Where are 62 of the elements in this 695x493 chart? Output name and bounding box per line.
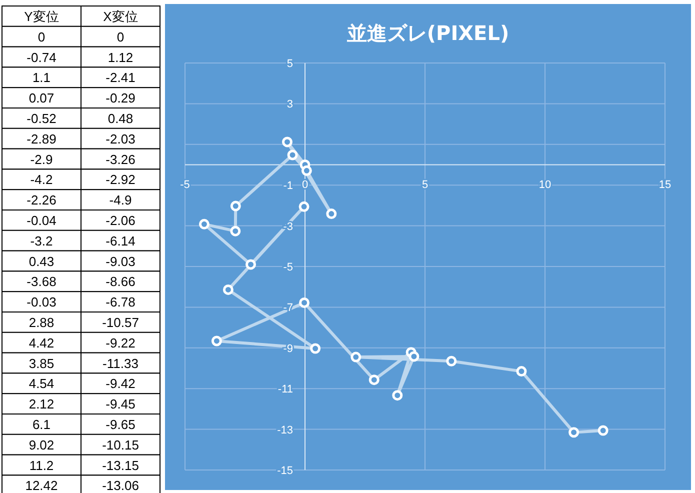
text: 3.85 [28, 356, 54, 371]
y-tick-label: 3 [286, 98, 293, 111]
text: -4.9 [109, 192, 132, 208]
text: 12.42 [25, 478, 58, 493]
text: -2.9 [30, 152, 53, 167]
y-tick-label: -1 [283, 180, 293, 192]
x-tick-label: -5 [180, 178, 190, 191]
text: -13.06 [102, 478, 139, 493]
text: -6.14 [106, 233, 136, 248]
text: -9.42 [106, 376, 136, 392]
text: 0 [116, 29, 124, 44]
text: -9.65 [106, 417, 136, 432]
chart-title: 並進ズレ(PIXEL) [346, 21, 510, 45]
y-tick-label: -15 [277, 465, 293, 477]
text: -0.52 [26, 111, 56, 126]
y-tick-label: -5 [283, 262, 293, 274]
y-tick-label: 5 [286, 58, 293, 70]
text: 1.12 [108, 50, 134, 65]
text: -2.03 [106, 131, 136, 146]
text: -0.04 [26, 213, 56, 228]
text: 0.07 [28, 90, 54, 106]
text: -0.74 [26, 50, 56, 65]
text: -13.15 [102, 458, 139, 473]
text: -3.68 [26, 274, 56, 290]
y-tick-label: -3 [283, 220, 293, 233]
text: -9.45 [106, 396, 136, 412]
text: -2.89 [26, 131, 56, 146]
text: 11.2 [29, 458, 54, 473]
text: -11.33 [102, 356, 138, 371]
text: 2.88 [28, 315, 54, 330]
x-tick-label: 15 [658, 178, 672, 191]
text: -2.92 [106, 172, 136, 188]
text: -9.22 [106, 335, 136, 350]
text: X変位 [103, 9, 138, 24]
text: -4.2 [30, 172, 53, 188]
text: -0.29 [106, 90, 136, 106]
text: 2.12 [28, 396, 54, 412]
text: -0.03 [26, 294, 56, 310]
text: 4.42 [28, 335, 54, 350]
text: 1.1 [32, 70, 51, 86]
x-tick-label: 10 [538, 178, 552, 191]
text: 0 [38, 29, 46, 44]
y-tick-label: -7 [283, 302, 293, 314]
text: 0.43 [28, 254, 54, 269]
text: 4.54 [28, 376, 54, 392]
text: -2.06 [106, 213, 136, 228]
text: -10.15 [102, 437, 139, 452]
text: -2.26 [26, 192, 56, 208]
text: 6.1 [32, 417, 51, 432]
text: 0.48 [108, 111, 134, 126]
y-tick-label: -13 [277, 424, 293, 436]
text: -6.78 [106, 294, 136, 310]
text: 9.02 [28, 437, 54, 452]
text: -2.41 [106, 70, 136, 86]
text: -9.03 [106, 254, 136, 269]
text: -10.57 [102, 315, 139, 330]
y-tick-label: -11 [278, 384, 293, 396]
text: -3.26 [106, 152, 136, 167]
text: -3.2 [30, 233, 53, 248]
text: Y変位 [24, 9, 59, 24]
x-tick-label: 5 [422, 178, 428, 191]
text: -8.66 [106, 274, 136, 290]
